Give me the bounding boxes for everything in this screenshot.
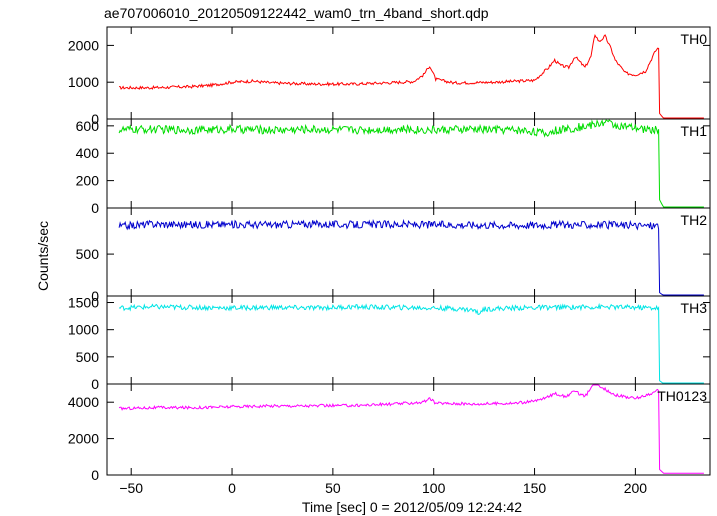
x-tick-label: 100	[422, 480, 446, 496]
y-tick-label-th0: 0	[91, 111, 99, 127]
x-tick-label: −50	[119, 480, 143, 496]
y-tick-label-th2: 0	[91, 288, 99, 304]
panel-frame-th0123	[106, 383, 711, 476]
y-tick-label-th1: 0	[91, 200, 99, 216]
series-line-th0123	[118, 384, 704, 474]
panel-label-th2: TH2	[681, 212, 708, 228]
y-tick-label-th1: 400	[76, 145, 100, 161]
y-tick-label-th3: 1000	[68, 322, 99, 338]
x-tick-label: 200	[624, 480, 648, 496]
panel-label-th3: TH3	[681, 300, 708, 316]
y-tick-label-th0123: 2000	[68, 431, 99, 447]
series-line-th3	[118, 302, 704, 384]
y-tick-label-th0123: 0	[91, 467, 99, 483]
y-axis-title: Counts/sec	[35, 221, 51, 291]
figure-title: ae707006010_20120509122442_wam0_trn_4ban…	[104, 5, 489, 21]
x-tick-label: 150	[523, 480, 547, 496]
panel-label-th0: TH0	[681, 31, 708, 47]
panel-label-th0123: TH0123	[657, 388, 707, 404]
y-tick-label-th2: 500	[76, 246, 100, 262]
series-line-th2	[118, 218, 704, 296]
y-tick-label-th0123: 4000	[68, 394, 99, 410]
x-tick-label: 0	[228, 480, 236, 496]
x-axis-title: Time [sec] 0 = 2012/05/09 12:24:42	[302, 499, 522, 515]
series-line-th0	[119, 33, 704, 119]
x-tick-label: 50	[325, 480, 341, 496]
y-tick-label-th0: 2000	[68, 37, 99, 53]
panel-frame-th0	[106, 26, 711, 120]
y-tick-label-th3: 1500	[68, 295, 99, 311]
panel-label-th1: TH1	[681, 123, 708, 139]
y-tick-label-th1: 200	[76, 173, 100, 189]
y-tick-label-th3: 500	[76, 349, 100, 365]
y-tick-label-th3: 0	[91, 376, 99, 392]
y-tick-label-th1: 600	[76, 118, 100, 134]
y-tick-label-th0: 1000	[68, 74, 99, 90]
series-line-th1	[118, 119, 704, 208]
